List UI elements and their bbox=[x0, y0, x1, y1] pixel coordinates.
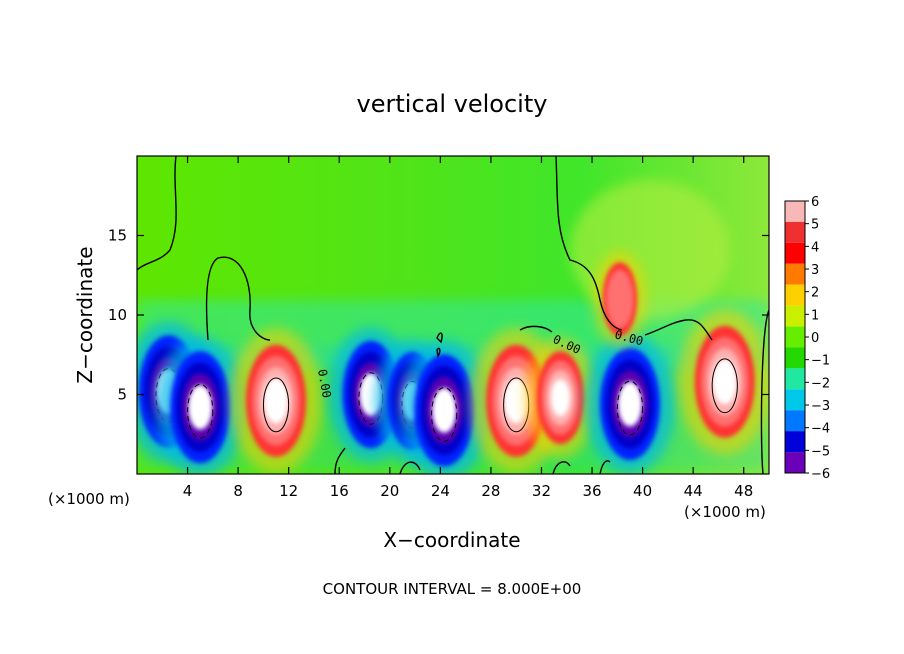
x-axis: 4 8 12 16 20 24 28 32 36 40 44 48 bbox=[183, 156, 753, 500]
colorbar-tick-label: −6 bbox=[811, 467, 830, 482]
y-tick-label: 10 bbox=[108, 306, 127, 324]
colorbar-tick-label: 0 bbox=[811, 331, 819, 346]
y-tick-label: 15 bbox=[108, 227, 127, 245]
velocity-cells bbox=[137, 251, 769, 474]
x-unit-left: (×1000 m) bbox=[48, 490, 130, 508]
colorbar-tick-label: 5 bbox=[811, 218, 819, 233]
colorbar-tick-label: −1 bbox=[811, 354, 830, 369]
x-tick-label: 8 bbox=[233, 482, 243, 500]
x-tick-label: 40 bbox=[633, 482, 652, 500]
x-tick-label: 28 bbox=[481, 482, 500, 500]
inner-contour bbox=[262, 377, 290, 433]
colorbar-tick-label: −5 bbox=[811, 444, 830, 459]
colorbar-tick-label: 1 bbox=[811, 308, 819, 323]
x-tick-label: 32 bbox=[532, 482, 551, 500]
colorbar-swatch bbox=[785, 389, 805, 411]
inner-contour bbox=[431, 387, 458, 442]
x-tick-label: 4 bbox=[183, 482, 193, 500]
velocity-cell bbox=[617, 381, 642, 427]
colorbar-swatch bbox=[785, 221, 805, 243]
x-tick-label: 36 bbox=[582, 482, 601, 500]
colorbar-swatch bbox=[785, 284, 805, 306]
heatmap-field bbox=[137, 156, 769, 474]
y-axis-label: Z−coordinate bbox=[73, 246, 97, 383]
colorbar-swatch bbox=[785, 431, 805, 453]
x-tick-label: 16 bbox=[330, 482, 349, 500]
velocity-cell bbox=[264, 378, 289, 424]
contour-interval-text: CONTOUR INTERVAL = 8.000E+00 bbox=[323, 580, 582, 598]
x-axis-label: X−coordinate bbox=[383, 528, 520, 552]
velocity-cell bbox=[712, 359, 737, 405]
zero-contours bbox=[137, 156, 769, 474]
colorbar-tick-label: 6 bbox=[811, 195, 819, 210]
inner-contour bbox=[616, 380, 644, 436]
y-axis: 5 10 15 bbox=[108, 227, 769, 404]
x-tick-label: 12 bbox=[279, 482, 298, 500]
colorbar-swatch bbox=[785, 263, 805, 285]
x-unit-right: (×1000 m) bbox=[684, 503, 766, 521]
x-tick-label: 20 bbox=[380, 482, 399, 500]
colorbar-swatch bbox=[785, 368, 805, 390]
x-tick-label: 44 bbox=[684, 482, 703, 500]
colorbar-tick-label: −3 bbox=[811, 399, 830, 414]
velocity-cell bbox=[551, 379, 570, 417]
colorbar-swatch bbox=[785, 410, 805, 432]
velocity-cell bbox=[188, 384, 213, 430]
velocity-cell bbox=[504, 378, 529, 424]
velocity-cell bbox=[606, 269, 634, 329]
colorbar-swatch bbox=[785, 347, 805, 369]
contour-label-1: 0.00 bbox=[315, 368, 334, 399]
colorbar-swatch bbox=[785, 326, 805, 348]
colorbar-swatch bbox=[785, 201, 805, 222]
colorbar-tick-label: 4 bbox=[811, 240, 819, 255]
colorbar-tick-label: −4 bbox=[811, 422, 830, 437]
colorbar: 6 5 4 3 2 1 0 −1 −2 −3 −4 −5 −6 bbox=[784, 195, 830, 482]
colorbar-tick-label: 2 bbox=[811, 286, 819, 301]
inner-contour bbox=[187, 383, 214, 439]
colorbar-tick-label: −2 bbox=[811, 376, 830, 391]
colorbar-swatch bbox=[785, 305, 805, 327]
x-tick-label: 24 bbox=[431, 482, 450, 500]
colorbar-swatch bbox=[785, 242, 805, 264]
y-tick-label: 5 bbox=[117, 386, 127, 404]
inner-contour bbox=[711, 358, 738, 414]
velocity-cell bbox=[432, 388, 457, 433]
chart-title: vertical velocity bbox=[357, 90, 548, 118]
x-tick-label: 48 bbox=[734, 482, 753, 500]
colorbar-tick-label: 3 bbox=[811, 263, 819, 278]
colorbar-swatch bbox=[785, 452, 805, 473]
